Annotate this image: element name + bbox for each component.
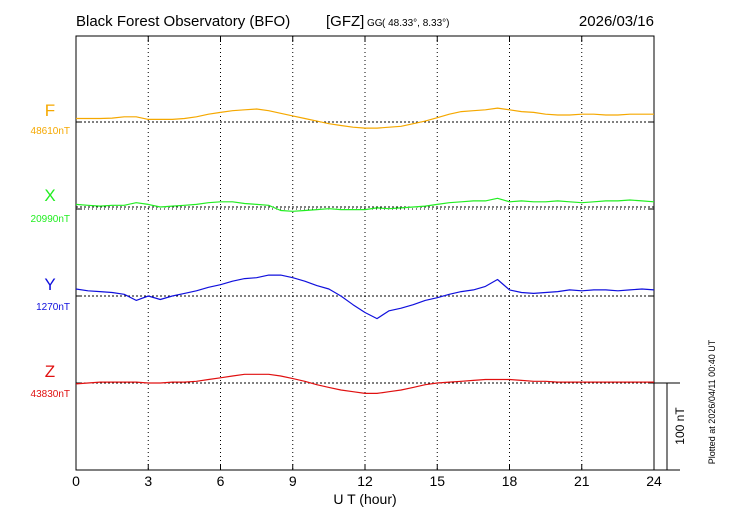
series-baselines xyxy=(76,121,654,384)
x-tick-label: 21 xyxy=(574,473,590,489)
x-tick-label: 9 xyxy=(289,473,297,489)
scale-bar-label: 100 nT xyxy=(673,407,687,445)
location-label: ( 48.33°, 8.33°) xyxy=(382,18,449,29)
chart-title: Black Forest Observatory (BFO) xyxy=(76,13,290,30)
series-baseline-label-y: 1270nT xyxy=(36,302,70,313)
plotted-note: Plotted at 2026/04/11 00:40 UT xyxy=(707,339,717,464)
series-labels: F 48610nT X 20990nT Y 1270nT Z 43830nT xyxy=(31,101,70,400)
agency-label: [GFZ] xyxy=(326,13,364,30)
series-name-z: Z xyxy=(45,362,55,381)
x-tick-label: 12 xyxy=(357,473,373,489)
grid xyxy=(76,36,654,470)
x-tick-label: 3 xyxy=(144,473,152,489)
x-axis-ticks: 0 3 6 9 12 15 18 21 24 xyxy=(72,35,662,489)
series-name-x: X xyxy=(44,186,55,205)
series-baseline-label-f: 48610nT xyxy=(31,126,70,137)
x-tick-label: 0 xyxy=(72,473,80,489)
x-tick-label: 24 xyxy=(646,473,662,489)
x-axis-label: U T (hour) xyxy=(333,491,396,507)
series-baseline-label-x: 20990nT xyxy=(31,214,70,225)
chart-date: 2026/03/16 xyxy=(579,13,654,30)
series-name-f: F xyxy=(45,101,55,120)
series-line-x xyxy=(75,197,655,212)
series-line-y xyxy=(75,274,655,320)
series-lines xyxy=(75,107,655,394)
coord-system-label: GG xyxy=(367,18,383,29)
series-line-f xyxy=(76,107,654,129)
series-baseline-label-z: 43830nT xyxy=(31,389,70,400)
x-tick-label: 6 xyxy=(217,473,225,489)
series-line-z xyxy=(75,373,654,394)
scale-bar: 100 nT xyxy=(654,382,687,471)
x-tick-label: 15 xyxy=(429,473,445,489)
x-tick-label: 18 xyxy=(502,473,518,489)
series-name-y: Y xyxy=(44,275,55,294)
